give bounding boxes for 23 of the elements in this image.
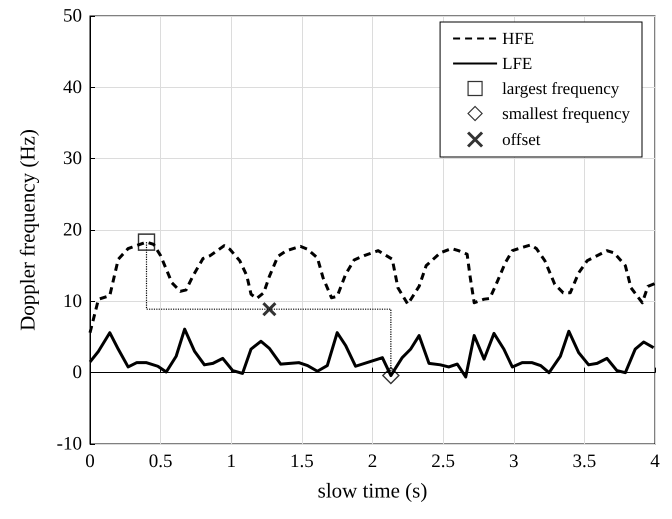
y-tick-label: 0 — [72, 362, 82, 384]
legend-label: smallest frequency — [502, 104, 630, 123]
x-tick-label: 4 — [650, 451, 660, 472]
x-tick-label: 2 — [368, 451, 378, 472]
x-tick-label: 0.5 — [148, 451, 172, 472]
legend-label: offset — [502, 130, 541, 149]
y-tick-label: 40 — [63, 76, 82, 98]
x-tick-label: 3 — [509, 451, 518, 472]
x-axis-title: slow time (s) — [318, 478, 428, 502]
y-tick-label: -10 — [56, 434, 82, 454]
legend-label: largest frequency — [502, 79, 620, 98]
legend-label: HFE — [502, 29, 534, 48]
x-tick-label: 2.5 — [431, 451, 455, 472]
y-tick-label: 50 — [63, 6, 82, 26]
legend-label: LFE — [502, 54, 532, 73]
y-axis-title: Doppler frequency (Hz) — [16, 129, 40, 331]
x-tick-label: 0 — [85, 451, 95, 472]
y-tick-label: 20 — [63, 220, 82, 240]
y-tick-label: 30 — [63, 148, 82, 170]
y-tick-label: 10 — [63, 290, 82, 312]
x-tick-label: 1 — [226, 451, 236, 472]
x-tick-label: 3.5 — [572, 451, 596, 472]
x-tick-label: 1.5 — [290, 451, 314, 472]
